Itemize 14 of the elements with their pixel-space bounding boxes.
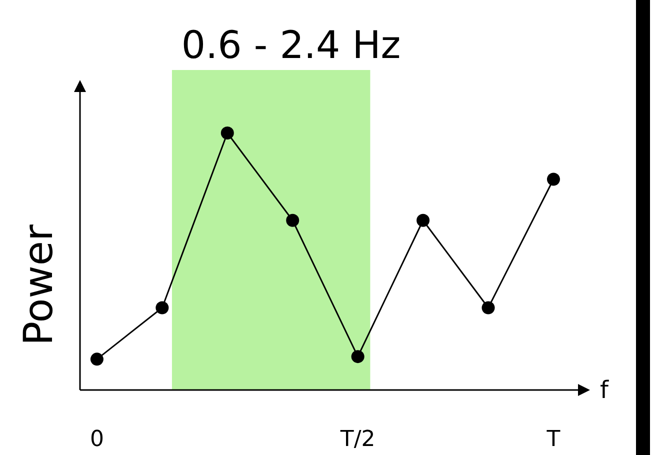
point	[546, 172, 560, 186]
point	[482, 301, 495, 314]
x-tick-label: T	[546, 427, 561, 452]
point	[286, 214, 300, 227]
x-tick-label: T/2	[339, 427, 376, 452]
point	[220, 126, 234, 140]
point	[156, 301, 169, 314]
text: 0.6 - 2.4 Hz	[181, 23, 401, 67]
x-tick-label: 0	[90, 427, 104, 452]
point	[351, 350, 364, 364]
point	[416, 214, 430, 227]
point	[90, 352, 104, 366]
x-axis-title: f	[600, 376, 609, 404]
y-axis-title: Power	[16, 224, 62, 346]
